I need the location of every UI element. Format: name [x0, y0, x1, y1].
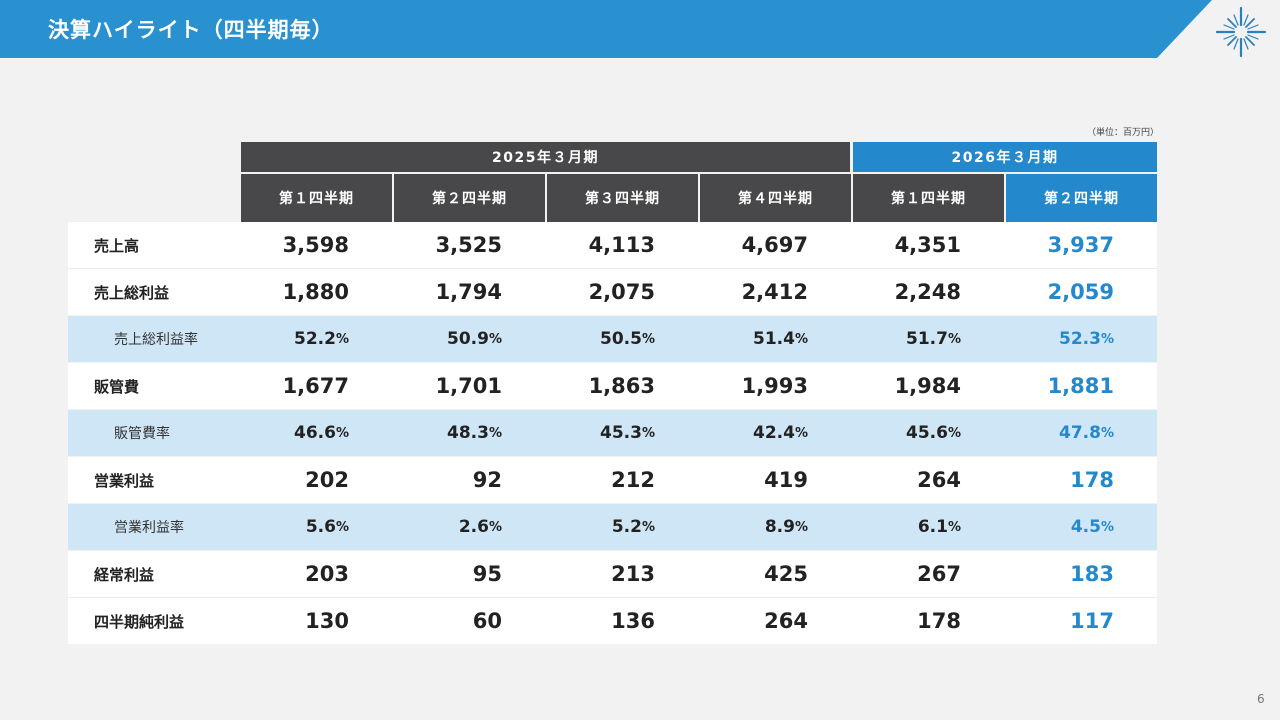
table-cell: 48.3%: [447, 423, 502, 443]
table-cell: 50.5%: [600, 329, 655, 349]
table-cell: 264: [917, 468, 961, 492]
table-cell-highlight: 178: [1070, 468, 1114, 492]
quarter-header-4: 第４四半期: [700, 174, 851, 222]
table-cell: 8.9%: [764, 517, 808, 537]
table-cell: 4,351: [894, 233, 961, 257]
table-cell: 2,412: [741, 280, 808, 304]
table-cell: 5.2%: [611, 517, 655, 537]
table-cell: 2,075: [588, 280, 655, 304]
table-cell: 4,697: [741, 233, 808, 257]
table-row-net-income: 四半期純利益 130 60 136 264 178 117: [68, 598, 1157, 644]
quarter-header-5: 第１四半期: [853, 174, 1004, 222]
table-cell: 203: [305, 562, 349, 586]
table-cell: 178: [917, 609, 961, 633]
row-label: 売上総利益: [94, 283, 170, 302]
table-cell-highlight: 47.8%: [1059, 423, 1114, 443]
table-row-sga-ratio: 販管費率 46.6% 48.3% 45.3% 42.4% 45.6% 47.8%: [68, 410, 1157, 456]
table-cell: 1,677: [282, 374, 349, 398]
table-cell-highlight: 3,937: [1047, 233, 1114, 257]
table-cell-highlight: 1,881: [1047, 374, 1114, 398]
title-bar: 決算ハイライト（四半期毎）: [0, 0, 1280, 58]
table-cell: 4,113: [588, 233, 655, 257]
table-cell: 5.6%: [305, 517, 349, 537]
table-cell-highlight: 183: [1070, 562, 1114, 586]
row-label: 営業利益率: [114, 520, 184, 536]
table-cell: 45.3%: [600, 423, 655, 443]
table-cell: 2,248: [894, 280, 961, 304]
table-cell-highlight: 2,059: [1047, 280, 1114, 304]
row-label: 販管費: [94, 377, 140, 396]
table-cell: 6.1%: [917, 517, 961, 537]
table-cell: 1,984: [894, 374, 961, 398]
quarter-header-2: 第２四半期: [394, 174, 545, 222]
table-cell: 92: [472, 468, 502, 492]
table-row-gross-profit: 売上総利益 1,880 1,794 2,075 2,412 2,248 2,05…: [68, 269, 1157, 315]
table-cell: 51.4%: [753, 329, 808, 349]
table-row-operating-margin: 営業利益率 5.6% 2.6% 5.2% 8.9% 6.1% 4.5%: [68, 504, 1157, 550]
slide-title: 決算ハイライト（四半期毎）: [48, 18, 334, 42]
table-cell: 136: [611, 609, 655, 633]
table-cell: 267: [917, 562, 961, 586]
table-cell-highlight: 117: [1070, 609, 1114, 633]
table-row-sga: 販管費 1,677 1,701 1,863 1,993 1,984 1,881: [68, 363, 1157, 409]
page-number: 6: [1257, 692, 1265, 706]
table-cell: 3,598: [282, 233, 349, 257]
table-cell: 2.6%: [458, 517, 502, 537]
unit-note: （単位：百万円）: [1086, 128, 1159, 138]
table-cell: 60: [472, 609, 502, 633]
table-cell: 425: [764, 562, 808, 586]
table-row-gross-margin: 売上総利益率 52.2% 50.9% 50.5% 51.4% 51.7% 52.…: [68, 316, 1157, 362]
table-cell: 1,863: [588, 374, 655, 398]
row-label: 経常利益: [94, 565, 155, 584]
table-row-operating-income: 営業利益 202 92 212 419 264 178: [68, 457, 1157, 503]
table-row-net-sales: 売上高 3,598 3,525 4,113 4,697 4,351 3,937: [68, 222, 1157, 268]
title-band: [0, 0, 1212, 58]
table-cell: 50.9%: [447, 329, 502, 349]
row-label: 売上高: [94, 236, 140, 255]
table-cell: 95: [472, 562, 502, 586]
table-cell-highlight: 4.5%: [1070, 517, 1114, 537]
table-cell: 264: [764, 609, 808, 633]
table-cell-highlight: 52.3%: [1059, 329, 1114, 349]
table-cell: 45.6%: [906, 423, 961, 443]
table-cell: 52.2%: [294, 329, 349, 349]
table-cell: 1,880: [282, 280, 349, 304]
table-row-ordinary-income: 経常利益 203 95 213 425 267 183: [68, 551, 1157, 597]
row-label: 販管費率: [114, 426, 170, 442]
company-logo-icon: [1215, 6, 1267, 58]
quarter-header-6: 第２四半期: [1006, 174, 1157, 222]
table-cell: 130: [305, 609, 349, 633]
year-header-fy2026: 2026年３月期: [853, 142, 1157, 172]
quarter-header-1: 第１四半期: [241, 174, 392, 222]
table-cell: 46.6%: [294, 423, 349, 443]
table-cell: 213: [611, 562, 655, 586]
year-header-fy2025: 2025年３月期: [241, 142, 850, 172]
table-cell: 419: [764, 468, 808, 492]
row-label: 四半期純利益: [94, 612, 185, 631]
row-label: 売上総利益率: [114, 332, 198, 348]
table-cell: 1,701: [435, 374, 502, 398]
quarter-header-3: 第３四半期: [547, 174, 698, 222]
table-cell: 1,993: [741, 374, 808, 398]
table-cell: 202: [305, 468, 349, 492]
table-cell: 1,794: [435, 280, 502, 304]
table-cell: 3,525: [435, 233, 502, 257]
table-cell: 51.7%: [906, 329, 961, 349]
table-cell: 42.4%: [753, 423, 808, 443]
table-cell: 212: [611, 468, 655, 492]
row-label: 営業利益: [94, 471, 155, 490]
